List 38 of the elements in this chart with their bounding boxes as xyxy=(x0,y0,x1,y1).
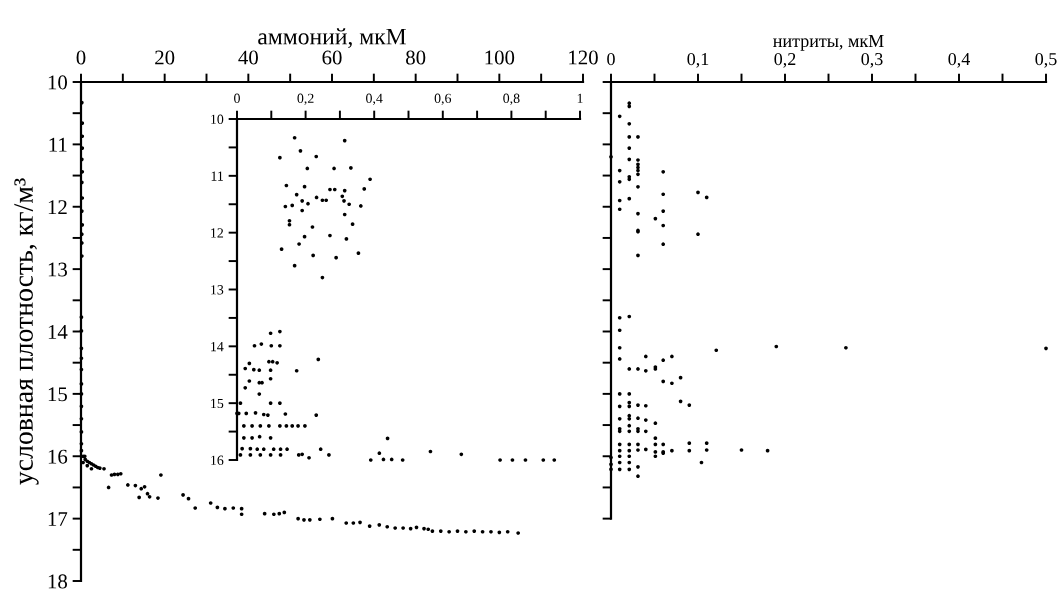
x-tick-label: 0,2 xyxy=(297,93,314,105)
x-tick-label: 80 xyxy=(406,50,426,65)
x-tick-label: 0 xyxy=(234,93,240,103)
x-tick-label: 40 xyxy=(238,50,258,65)
x-tick-label: 0 xyxy=(607,52,615,66)
x-tick-label: 0 xyxy=(76,50,86,65)
y-tick-label: 13 xyxy=(211,285,224,295)
y-tick-label: 18 xyxy=(48,574,68,589)
y-tick-label: 11 xyxy=(49,137,67,152)
x-tick-label: 0,4 xyxy=(948,52,970,68)
y-tick-label: 13 xyxy=(48,262,67,277)
y-tick-label: 17 xyxy=(48,512,68,526)
y-tick-label: 15 xyxy=(48,387,67,402)
x-axis-title: аммоний, мкМ xyxy=(258,28,406,48)
y-tick-label: 12 xyxy=(211,228,224,238)
x-tick-label: 100 xyxy=(485,50,515,65)
x-axis-title: нитриты, мкМ xyxy=(773,35,884,51)
x-tick-label: 0,1 xyxy=(687,52,709,68)
y-tick-label: 11 xyxy=(211,171,223,181)
y-tick-label: 12 xyxy=(48,200,67,214)
y-tick-label: 10 xyxy=(48,75,68,90)
x-tick-label: 1 xyxy=(577,93,583,103)
y-tick-label: 15 xyxy=(211,398,224,409)
x-tick-label: 0,3 xyxy=(861,52,883,68)
x-tick-label: 120 xyxy=(569,50,598,65)
y-tick-label: 16 xyxy=(211,455,224,465)
y-tick-label: 14 xyxy=(211,341,224,352)
y-tick-label: 16 xyxy=(48,449,68,464)
x-tick-label: 0,2 xyxy=(774,52,796,68)
x-tick-label: 20 xyxy=(155,50,175,65)
x-tick-label: 60 xyxy=(322,50,342,65)
x-tick-label: 0,4 xyxy=(366,93,383,105)
x-tick-label: 0,5 xyxy=(1035,52,1057,68)
y-axis-title: условная плотность, кг/м³ xyxy=(14,178,39,485)
x-tick-label: 0,6 xyxy=(434,93,452,105)
y-tick-label: 10 xyxy=(211,114,224,124)
x-tick-label: 0,8 xyxy=(503,93,520,105)
y-tick-label: 14 xyxy=(48,324,68,339)
